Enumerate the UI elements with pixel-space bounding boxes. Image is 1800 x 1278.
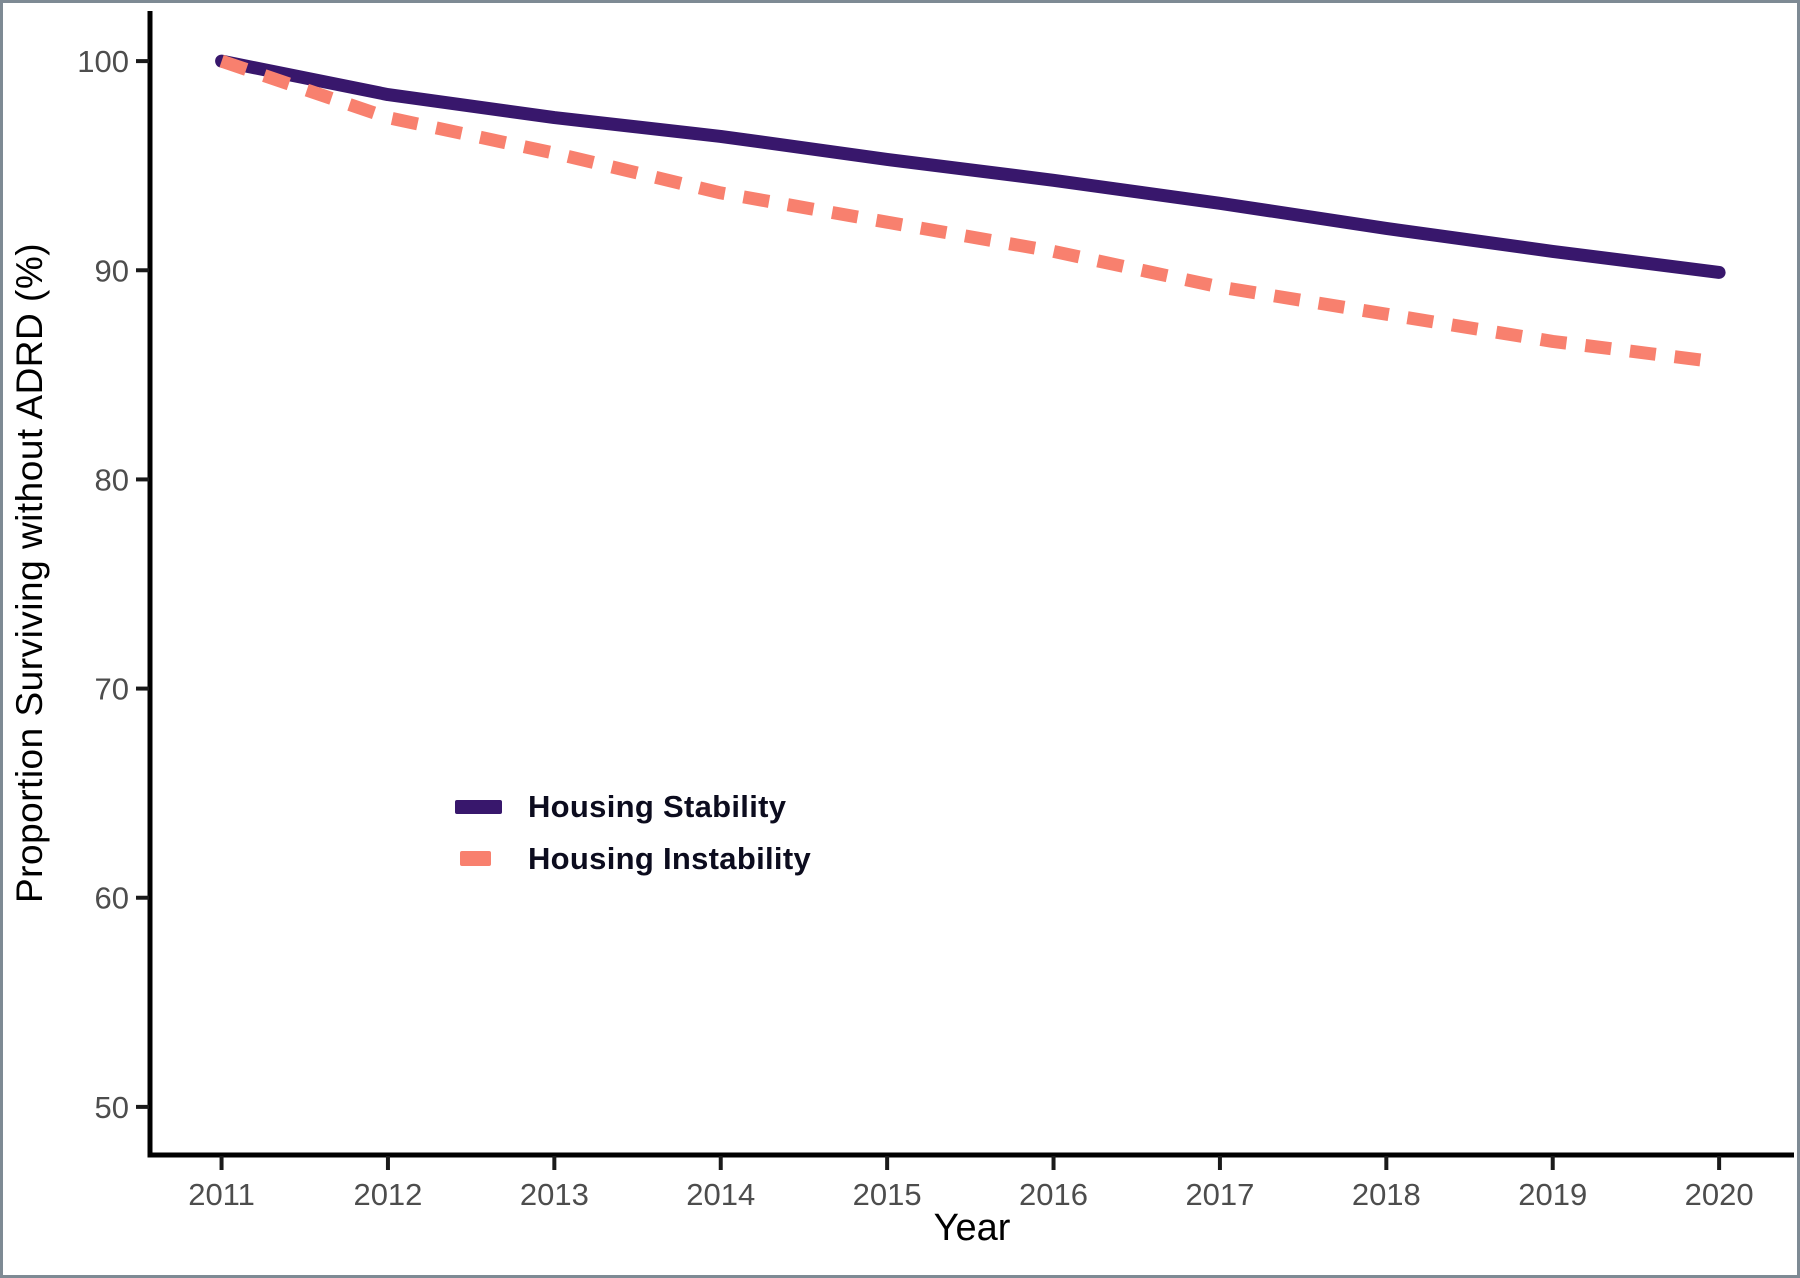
legend-key-box: [455, 799, 507, 814]
x-tick-label: 2016: [1019, 1177, 1088, 1212]
chart-canvas: 50 60 70 80 90 100 2011 2012 2013 2014 2015 2016 201…: [77, 11, 1794, 1212]
legend-item-housing-stability: Housing Stability: [455, 786, 811, 827]
y-tick-label: 90: [95, 253, 129, 288]
x-tick-label: 2013: [520, 1177, 589, 1212]
x-tick-label: 2012: [353, 1177, 422, 1212]
x-tick-label: 2019: [1518, 1177, 1587, 1212]
legend-key-box: [455, 851, 507, 866]
x-tick-label: 2011: [188, 1177, 255, 1212]
x-tick-label: 2018: [1352, 1177, 1421, 1212]
y-tick-label: 80: [95, 462, 129, 497]
legend-item-housing-instability: Housing Instability: [455, 838, 811, 879]
legend-swatch-dashed-line: [460, 851, 491, 866]
y-tick-label: 70: [95, 672, 129, 707]
x-tick-label: 2015: [853, 1177, 922, 1212]
y-tick-label: 100: [77, 44, 129, 79]
y-axis-title: Proportion Surviving without ADRD (%): [9, 242, 50, 904]
legend: Housing Stability Housing Instability: [455, 786, 811, 879]
x-tick-label: 2020: [1685, 1177, 1754, 1212]
x-axis-title: Year: [933, 1207, 1011, 1249]
x-tick-label: 2017: [1185, 1177, 1254, 1212]
x-tick-label: 2014: [686, 1177, 755, 1212]
legend-swatch-solid-line: [455, 799, 502, 814]
y-tick-label: 60: [95, 881, 129, 916]
legend-label-housing-stability: Housing Stability: [528, 788, 787, 824]
legend-label-housing-instability: Housing Instability: [528, 840, 811, 876]
series-line-housing-instability: [219, 54, 1720, 369]
y-tick-label: 50: [95, 1090, 129, 1125]
series-line-housing-stability: [215, 54, 1726, 279]
